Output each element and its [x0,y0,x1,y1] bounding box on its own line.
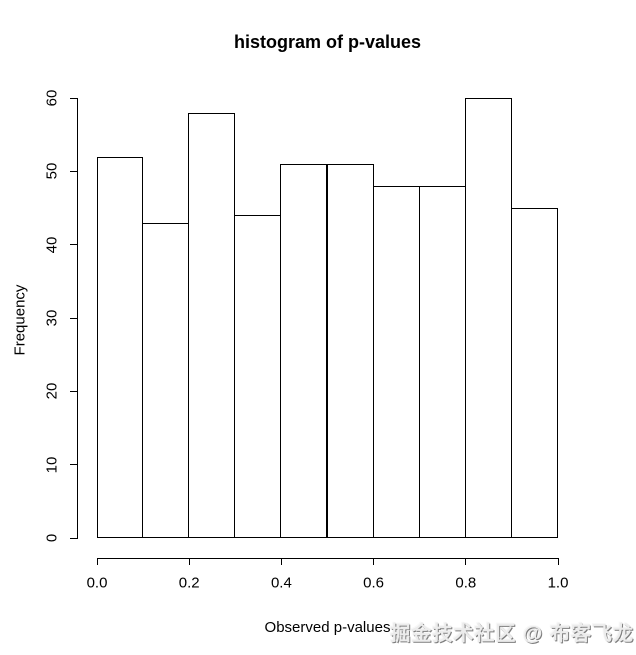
histogram-bar [280,164,328,538]
histogram-bar [326,164,374,538]
x-tick-label: 0.0 [86,574,108,592]
plot-area [97,98,558,538]
x-tick-label: 0.6 [363,574,385,592]
y-tick-label: 40 [43,236,61,253]
histogram-bar [142,222,190,538]
y-axis-label: Frequency [11,284,29,356]
x-tick [557,558,559,565]
x-tick-label: 1.0 [547,574,569,592]
y-tick [70,537,77,539]
x-tick [373,558,375,565]
y-tick-label: 60 [43,89,61,107]
histogram-bar [372,186,420,538]
histogram-bar [97,156,144,538]
histogram-bar [234,215,282,538]
x-tick [465,558,467,565]
x-tick [188,558,190,565]
x-tick [280,558,282,565]
y-tick-label: 0 [43,533,61,543]
histogram-bar [418,186,466,538]
y-tick [70,170,77,172]
x-tick-label: 0.2 [178,574,200,592]
x-axis-line [97,558,559,559]
x-tick-label: 0.4 [270,574,292,592]
y-tick-label: 50 [43,162,61,180]
x-tick-label: 0.8 [455,574,477,592]
y-tick-label: 20 [43,382,61,400]
y-tick [70,464,77,466]
x-axis-label: Observed p-values [264,619,391,636]
chart-title: histogram of p-values [233,32,422,52]
histogram-bar [188,112,236,538]
histogram-bar [510,208,558,538]
y-tick [70,317,77,319]
watermark: 掘金技术社区 @ 布客飞龙 [390,623,634,645]
y-tick-label: 10 [43,456,61,473]
y-tick [70,390,77,392]
y-tick [70,97,77,99]
histogram-bar [464,98,512,538]
y-tick [70,244,77,246]
y-axis-line [77,98,78,539]
y-tick-label: 30 [43,309,61,327]
x-tick [96,558,98,565]
